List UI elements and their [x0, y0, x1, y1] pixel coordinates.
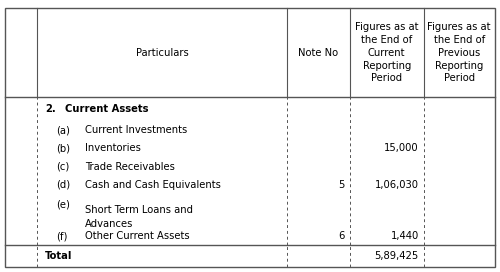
Text: 1,440: 1,440	[390, 231, 418, 241]
Text: 2.: 2.	[45, 104, 56, 114]
Text: Total: Total	[45, 251, 72, 261]
Text: (d): (d)	[56, 180, 70, 190]
Text: 6: 6	[338, 231, 344, 241]
Text: Cash and Cash Equivalents: Cash and Cash Equivalents	[85, 180, 221, 190]
Text: Current Assets: Current Assets	[65, 104, 148, 114]
Text: (a): (a)	[56, 125, 70, 135]
Text: (e): (e)	[56, 200, 70, 209]
Text: 5,89,425: 5,89,425	[374, 251, 418, 261]
Text: 1,06,030: 1,06,030	[374, 180, 418, 190]
Text: Figures as at
the End of
Previous
Reporting
Period: Figures as at the End of Previous Report…	[428, 22, 491, 83]
Text: Current Investments: Current Investments	[85, 125, 187, 135]
Text: (c): (c)	[56, 162, 70, 172]
Text: Particulars: Particulars	[136, 48, 189, 58]
Text: 5: 5	[338, 180, 344, 190]
Text: 15,000: 15,000	[384, 143, 418, 153]
Text: Inventories: Inventories	[85, 143, 141, 153]
Text: (b): (b)	[56, 143, 70, 153]
Text: Trade Receivables: Trade Receivables	[85, 162, 175, 172]
Text: (f): (f)	[56, 231, 68, 241]
Text: Figures as at
the End of
Current
Reporting
Period: Figures as at the End of Current Reporti…	[355, 22, 418, 83]
Text: Note No: Note No	[298, 48, 339, 58]
Text: Other Current Assets: Other Current Assets	[85, 231, 190, 241]
Text: Short Term Loans and
Advances: Short Term Loans and Advances	[85, 205, 193, 228]
